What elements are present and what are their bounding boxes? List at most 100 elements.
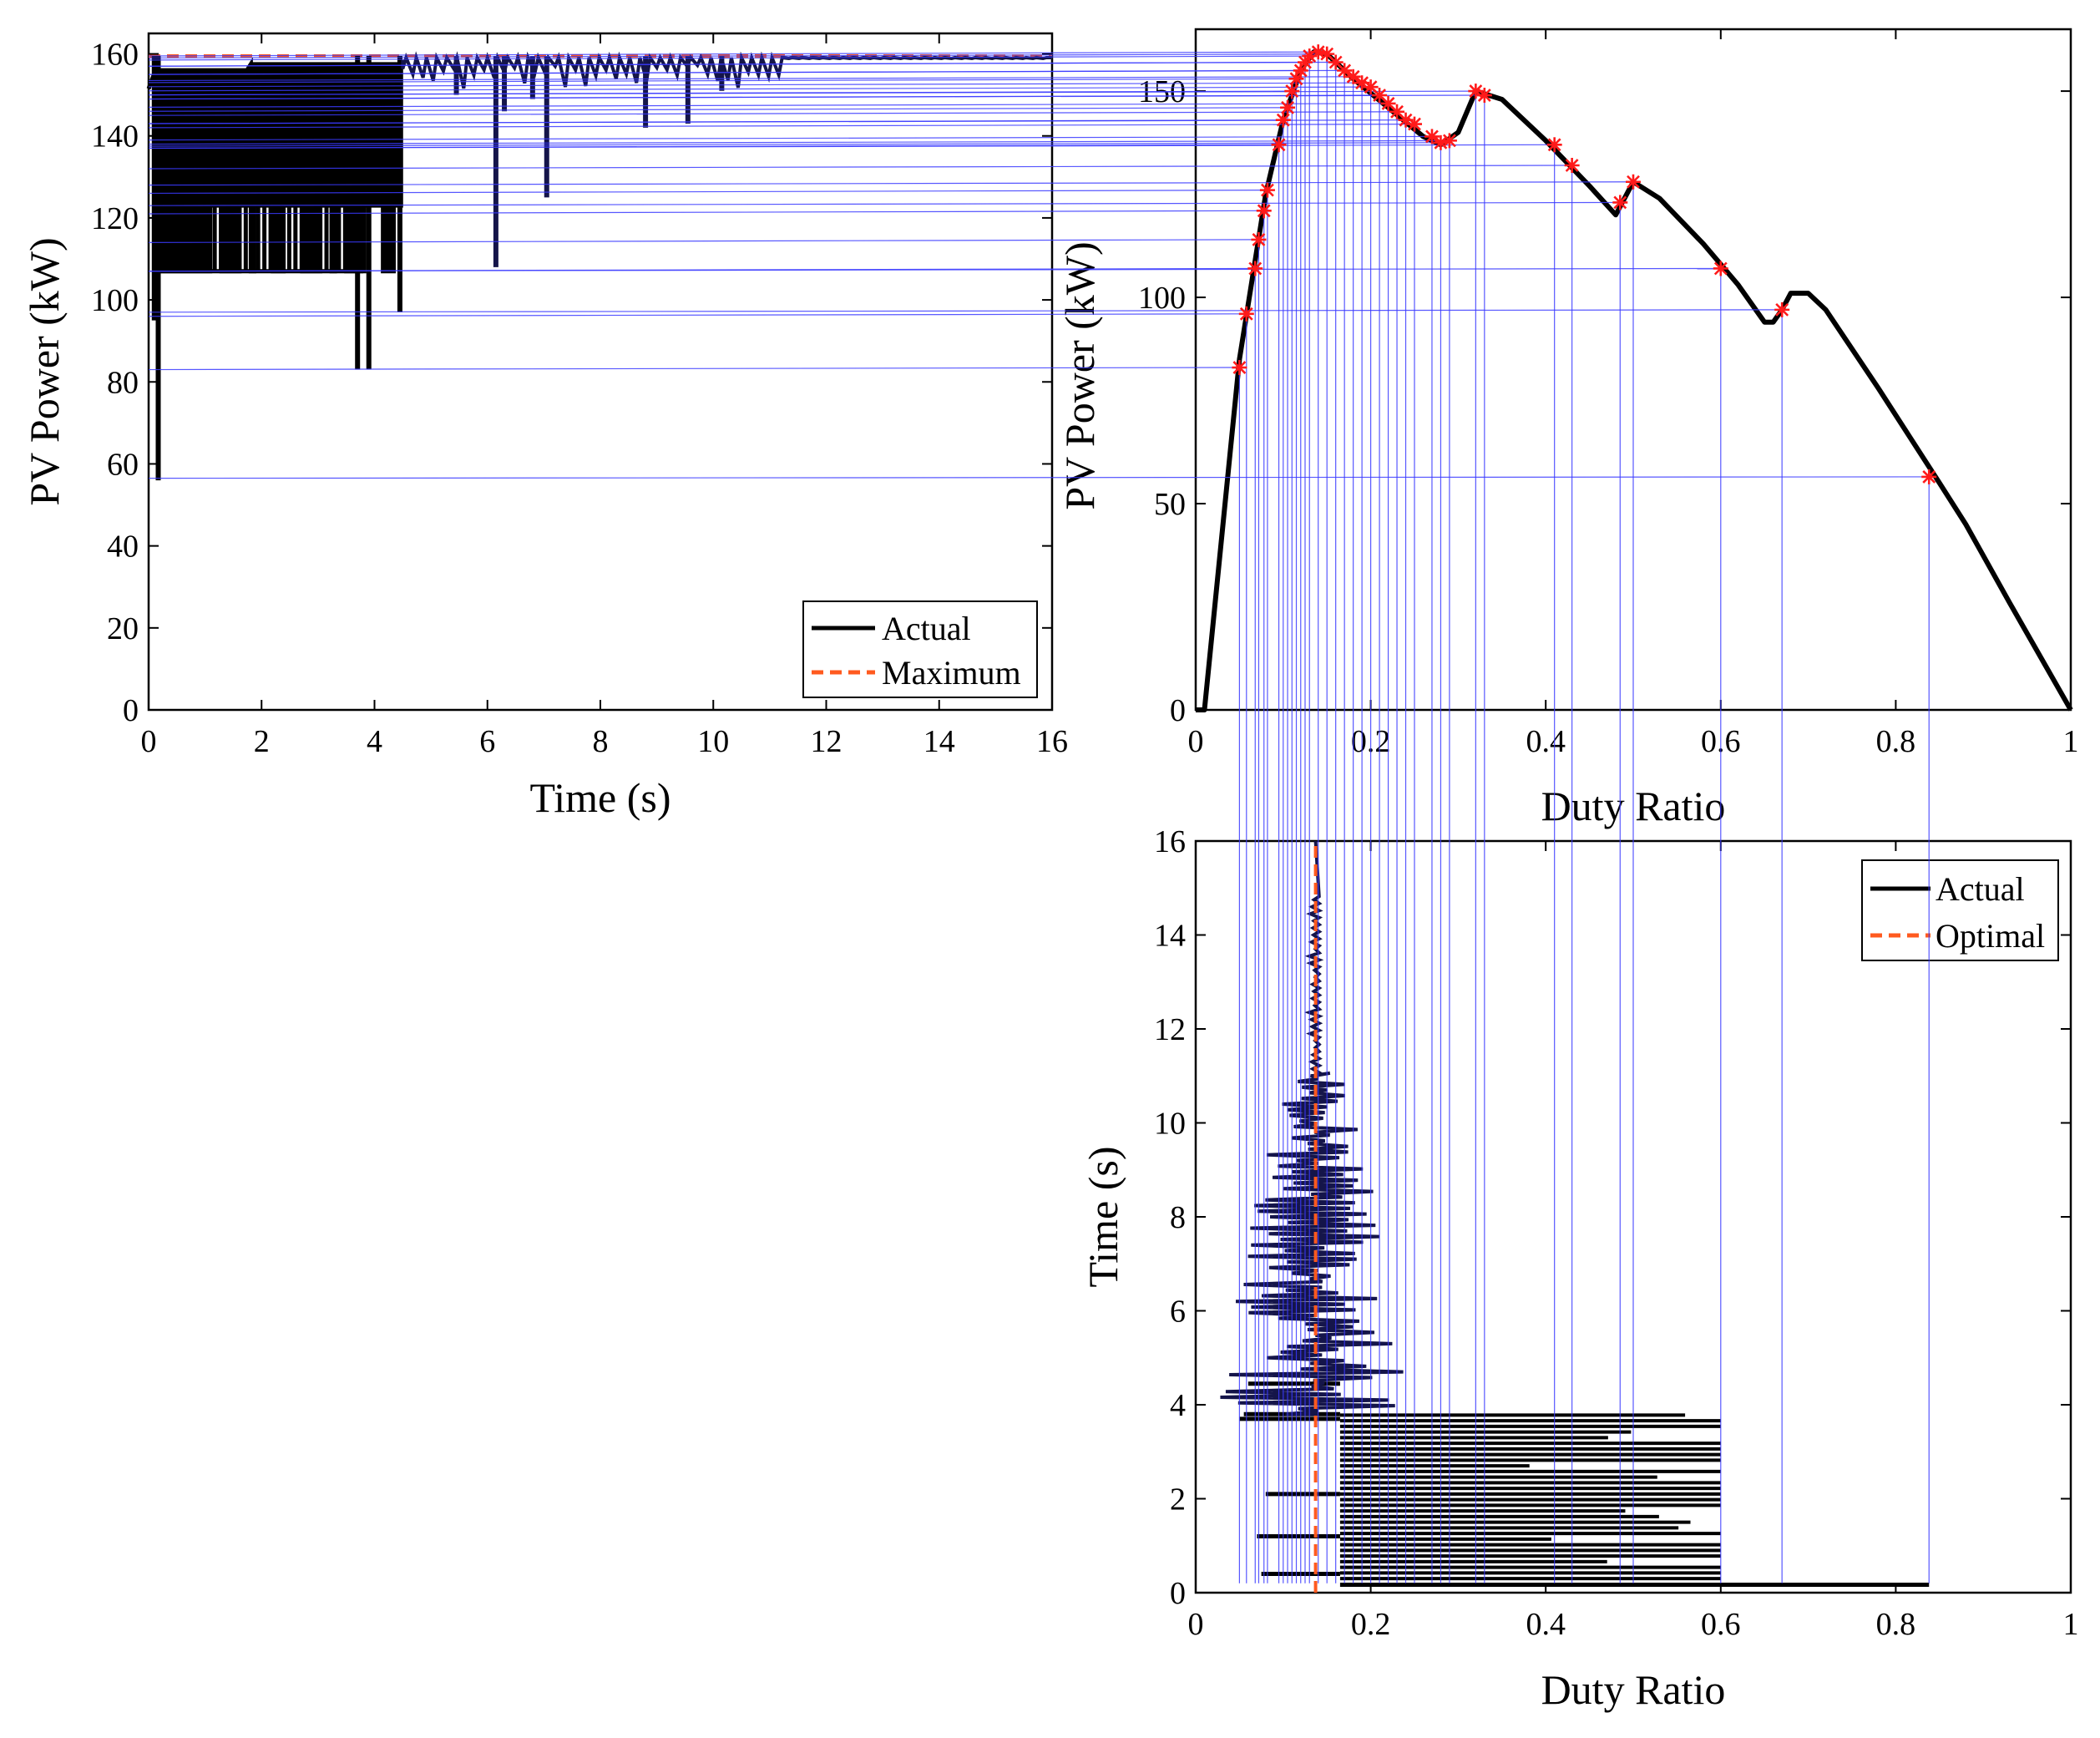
power-time-x-tick-label: 8 — [593, 724, 609, 759]
sample-marker — [1407, 116, 1422, 132]
power-duty-y-ticks: 050100150 — [1138, 74, 2071, 728]
time-duty-y-tick-label: 2 — [1170, 1482, 1186, 1518]
sample-marker-stroke — [1261, 183, 1274, 197]
power-time-y-tick-label: 160 — [91, 38, 139, 73]
power-time-y-label: PV Power (kW) — [21, 237, 68, 505]
sample-marker — [1247, 261, 1263, 276]
sample-marker-stroke — [1775, 302, 1789, 317]
sample-marker-stroke — [1257, 204, 1271, 218]
sample-marker-stroke — [1434, 135, 1448, 149]
sample-marker-stroke — [1328, 55, 1343, 69]
power-projection-guide — [148, 165, 1572, 170]
power-projection-guide — [148, 239, 1259, 243]
sample-marker — [1546, 137, 1562, 153]
sample-marker — [1441, 133, 1457, 149]
time-duty-y-tick-label: 16 — [1154, 824, 1186, 859]
sample-marker-stroke — [1285, 84, 1299, 99]
power-projection-guide — [148, 55, 1310, 61]
sample-marker-stroke — [1364, 80, 1378, 94]
sample-marker — [1271, 137, 1287, 153]
power-time-legend: Actual Maximum — [802, 600, 1038, 698]
time-duty-y-tick-label: 6 — [1170, 1295, 1186, 1330]
sample-marker — [1284, 84, 1300, 99]
power-time-x-tick-label: 10 — [697, 724, 729, 759]
sample-marker-stroke — [1346, 69, 1360, 84]
sample-marker — [1345, 68, 1361, 84]
sample-marker — [1337, 63, 1353, 79]
power-time-x-label: Time (s) — [529, 774, 670, 821]
power-time-x-tick-label: 0 — [141, 724, 157, 759]
power-time-x-tick-label: 12 — [811, 724, 843, 759]
power-projection-guide — [148, 139, 1450, 145]
sample-marker-stroke — [1565, 159, 1579, 172]
sample-marker — [1232, 360, 1247, 376]
power-time-y-tick-label: 20 — [107, 611, 139, 646]
power-projection-guide — [148, 82, 1363, 88]
power-projection-guide — [148, 78, 1297, 84]
power-time-y-tick-label: 140 — [91, 119, 139, 155]
sample-marker-stroke — [1320, 47, 1334, 61]
sample-marker — [1363, 79, 1379, 95]
sample-marker-stroke — [1252, 232, 1266, 246]
power-time-y-ticks: 0 20 40 60 80 100 120 140 160 — [91, 38, 1052, 728]
sample-marker — [1564, 158, 1580, 173]
power-projection-guide — [148, 181, 1634, 186]
sample-marker — [1256, 203, 1272, 219]
sample-marker — [1774, 301, 1790, 317]
legend-actual-label: Actual — [882, 610, 971, 647]
sample-marker-stroke — [1408, 117, 1421, 131]
legend-maximum-label: Maximum — [882, 654, 1021, 692]
time-duty-x-tick-label: 0.2 — [1351, 1607, 1391, 1642]
sample-markers — [1232, 44, 1937, 484]
power-projection-guide — [148, 111, 1398, 116]
time-duty-y-ticks: 0 2 4 6 8 10 12 14 16 — [1154, 824, 2071, 1611]
power-projection-guide — [148, 86, 1371, 92]
power-projection-guide — [148, 210, 1264, 215]
power-duty-x-tick-label: 0 — [1188, 724, 1204, 759]
time-duty-traces — [1220, 840, 1930, 1593]
power-projection-guide — [148, 51, 1318, 57]
power-time-y-tick-label: 100 — [91, 283, 139, 318]
time-duty-legend: Actual Optimal — [1861, 859, 2059, 961]
power-duty-x-tick-label: 1 — [2063, 724, 2079, 759]
sample-marker-stroke — [1248, 261, 1263, 276]
sample-marker-stroke — [1381, 96, 1395, 110]
power-time-x-tick-label: 14 — [923, 724, 955, 759]
power-time-x-tick-label: 6 — [479, 724, 495, 759]
sample-marker — [1921, 469, 1937, 484]
sample-marker-stroke — [1390, 104, 1404, 119]
sample-marker-stroke — [1477, 89, 1491, 102]
sample-marker-stroke — [1272, 138, 1286, 152]
sample-marker — [1280, 99, 1296, 115]
legend-optimal-label: Optimal — [1936, 917, 2045, 955]
sample-marker-stroke — [1281, 100, 1294, 114]
legend-actual-label: Actual — [1936, 870, 2025, 908]
time-duty-x-tick-label: 0.4 — [1526, 1607, 1566, 1642]
sample-marker-stroke — [1338, 63, 1352, 78]
sample-marker — [1275, 112, 1291, 128]
power-projection-guide — [148, 69, 1345, 75]
power-projection-guide — [148, 313, 1247, 317]
power-projection-guide — [148, 142, 1441, 147]
sample-marker-stroke — [1239, 307, 1253, 321]
power-time-x-tick-label: 2 — [254, 724, 270, 759]
power-duty-x-tick-label: 0.8 — [1876, 724, 1916, 759]
sample-marker-stroke — [1469, 84, 1483, 99]
sample-marker-stroke — [1232, 361, 1247, 374]
power-duty-plot: 00.20.40.60.81 050100150 Duty Ratio PV P… — [1056, 28, 2079, 829]
sample-marker-stroke — [1355, 76, 1369, 90]
power-duty-y-tick-label: 50 — [1154, 487, 1186, 522]
time-duty-x-tick-label: 0.6 — [1701, 1607, 1741, 1642]
power-time-traces — [146, 51, 1052, 481]
power-projection-guide — [148, 76, 1354, 82]
time-duty-x-tick-label: 0.8 — [1876, 1607, 1916, 1642]
power-duty-y-label: PV Power (kW) — [1056, 241, 1103, 509]
power-time-x-ticks: 0 2 4 6 8 10 12 14 16 — [141, 33, 1068, 759]
sample-marker-stroke — [1443, 134, 1456, 148]
power-projection-guide — [148, 267, 1721, 272]
sample-marker-stroke — [1373, 89, 1386, 102]
time-duty-y-tick-label: 14 — [1154, 919, 1186, 954]
power-projection-guide — [148, 144, 1555, 149]
power-time-y-tick-label: 60 — [107, 447, 139, 482]
sample-marker-stroke — [1922, 470, 1936, 484]
